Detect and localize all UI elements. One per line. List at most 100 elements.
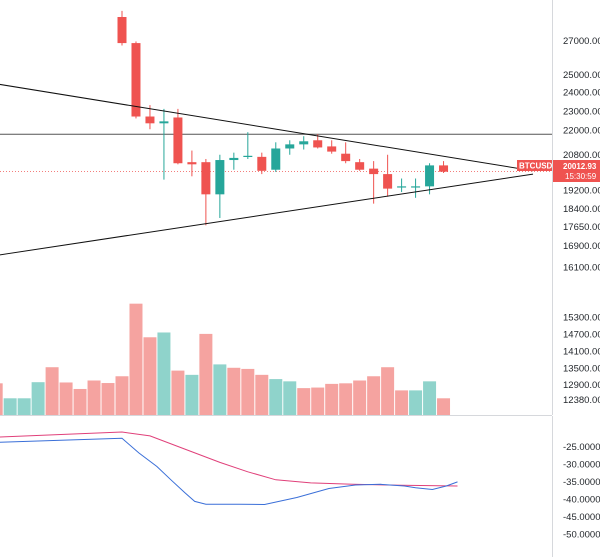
- volume-bar: [31, 382, 45, 415]
- price-tick-label: 19200.00: [563, 185, 600, 196]
- volume-bar: [227, 367, 241, 415]
- volume-bar: [101, 383, 115, 415]
- volume-bars: [0, 303, 451, 415]
- volume-tick-label: 15300.00: [563, 312, 600, 323]
- volume-axis[interactable]: 15300.00 14700.00 14100.00 13500.00 1290…: [563, 312, 600, 406]
- candle-body: [313, 140, 323, 148]
- candle: [425, 163, 435, 195]
- candle: [215, 154, 225, 218]
- candle-body: [145, 116, 155, 124]
- price-tick-label: 24000.00: [563, 88, 600, 99]
- candle: [341, 142, 351, 164]
- price-tick-label: 22000.00: [563, 126, 600, 137]
- candle-body: [187, 162, 197, 165]
- candle-body: [215, 160, 225, 195]
- volume-bar: [297, 388, 311, 415]
- volume-bar: [381, 367, 395, 415]
- candle-body: [257, 156, 267, 171]
- volume-bar: [3, 398, 17, 415]
- volume-bar: [283, 381, 297, 415]
- candles: [117, 10, 449, 226]
- price-tick-label: 16100.00: [563, 262, 600, 273]
- macd-tick-label: -50.0000: [563, 529, 600, 540]
- volume-bar: [423, 381, 437, 415]
- candle-body: [299, 141, 309, 145]
- macd-line: [0, 437, 458, 506]
- candle: [313, 134, 323, 149]
- candle-body: [439, 165, 449, 172]
- candle: [383, 154, 393, 197]
- volume-tick-label: 14700.00: [563, 329, 600, 340]
- countdown-label: 15:30:59: [565, 172, 597, 181]
- volume-bar: [171, 370, 185, 415]
- price-tick-label: 25000.00: [563, 70, 600, 81]
- volume-bar: [0, 383, 3, 415]
- candle-body: [243, 155, 253, 158]
- candle: [271, 142, 281, 172]
- upper-trendline[interactable]: [0, 83, 534, 172]
- volume-bar: [311, 387, 325, 415]
- candle: [243, 132, 253, 159]
- candle: [411, 178, 421, 198]
- price-tick-label: 27000.00: [563, 36, 600, 47]
- price-tick-label: 20800.00: [563, 150, 600, 161]
- candle-body: [425, 165, 435, 187]
- candle: [439, 161, 449, 173]
- candle: [131, 41, 141, 119]
- macd-tick-label: -35.0000: [563, 477, 600, 488]
- volume-tick-label: 12900.00: [563, 380, 600, 391]
- current-price-tag-bg: [553, 160, 600, 182]
- volume-bar: [325, 383, 339, 415]
- volume-bar: [367, 376, 381, 415]
- volume-bar: [73, 388, 87, 415]
- volume-pane: [0, 303, 451, 415]
- candle-body: [131, 43, 141, 117]
- price-axis[interactable]: 27000.00 25000.00 24000.00 23000.00 2200…: [552, 0, 600, 415]
- candle: [201, 158, 211, 226]
- candle: [327, 140, 337, 154]
- volume-bar: [45, 367, 59, 415]
- candle-body: [229, 157, 239, 161]
- lower-trendline[interactable]: [0, 173, 534, 256]
- macd-tick-label: -40.0000: [563, 494, 600, 505]
- candle-body: [271, 148, 281, 170]
- volume-bar: [409, 390, 423, 415]
- volume-bar: [241, 368, 255, 415]
- volume-bar: [353, 380, 367, 415]
- candle: [173, 108, 183, 165]
- volume-bar: [185, 374, 199, 415]
- volume-bar: [59, 382, 73, 415]
- price-tick-label: 23000.00: [563, 106, 600, 117]
- macd-axis[interactable]: -25.0000 -30.0000 -35.0000 -40.0000 -45.…: [552, 416, 600, 557]
- candle-body: [411, 186, 421, 188]
- volume-tick-label: 14100.00: [563, 346, 600, 357]
- candle: [229, 152, 239, 170]
- candle-body: [397, 186, 407, 188]
- candle-body: [341, 153, 351, 162]
- volume-bar: [199, 333, 213, 415]
- candle: [369, 161, 379, 204]
- candle: [187, 150, 197, 177]
- current-price-label: 20012.93: [563, 162, 597, 171]
- volume-bar: [255, 374, 269, 415]
- candle-body: [355, 162, 365, 170]
- volume-bar: [395, 390, 409, 415]
- candle-body: [173, 117, 183, 164]
- symbol-tag-bg: [517, 160, 552, 171]
- volume-bar: [339, 383, 353, 415]
- volume-bar: [213, 364, 227, 415]
- price-tick-label: 17650.00: [563, 222, 600, 233]
- macd-pane: [0, 431, 458, 506]
- volume-bar: [157, 332, 171, 415]
- price-pane: [0, 10, 552, 256]
- volume-bar: [269, 379, 283, 415]
- price-tick-label: 18400.00: [563, 204, 600, 215]
- candle: [397, 178, 407, 193]
- volume-tick-label: 13500.00: [563, 363, 600, 374]
- volume-bar: [17, 398, 31, 415]
- candle: [117, 10, 127, 46]
- candle-body: [201, 162, 211, 195]
- volume-bar: [437, 398, 451, 415]
- symbol-tag-label: BTCUSDT: [519, 162, 557, 171]
